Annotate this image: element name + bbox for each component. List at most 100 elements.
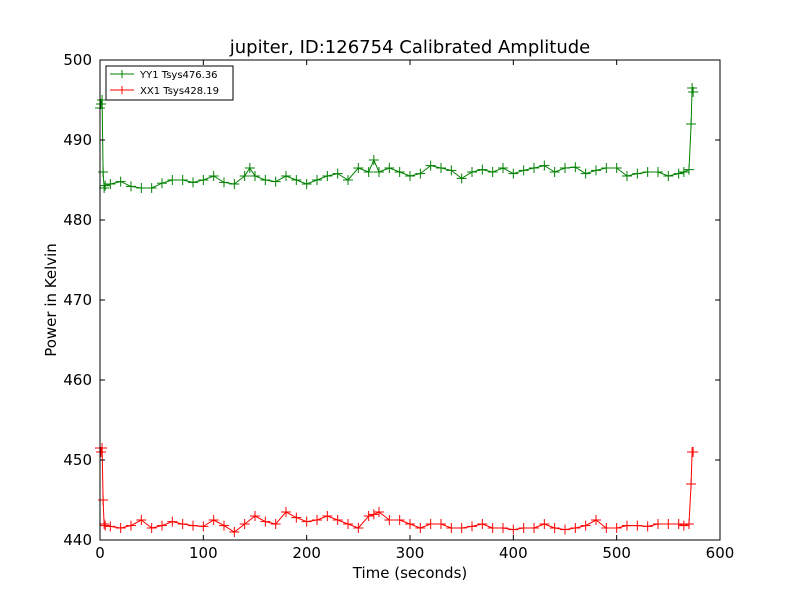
data-point	[146, 523, 157, 533]
data-point	[96, 99, 107, 109]
data-point	[100, 520, 111, 531]
x-axis-label: Time (seconds)	[352, 564, 468, 582]
data-point	[97, 443, 108, 453]
data-point	[332, 168, 343, 179]
data-point	[368, 155, 379, 165]
data-point	[136, 183, 147, 193]
data-point	[250, 171, 260, 181]
data-point	[343, 175, 353, 185]
data-point	[312, 175, 322, 185]
data-point	[570, 162, 581, 173]
data-point	[632, 168, 643, 179]
x-tick-label: 200	[292, 544, 321, 562]
data-point	[260, 516, 271, 527]
data-point	[198, 521, 209, 532]
data-point	[363, 511, 374, 521]
data-point	[508, 524, 519, 535]
data-point	[146, 183, 157, 193]
data-point	[477, 164, 488, 175]
x-tick-label: 600	[706, 544, 735, 562]
data-point	[415, 523, 426, 533]
y-tick-label: 490	[63, 131, 92, 149]
data-point	[560, 163, 570, 173]
data-point	[374, 507, 384, 517]
data-point	[394, 515, 405, 525]
chart-title: jupiter, ID:126754 Calibrated Amplitude	[229, 37, 590, 58]
data-point	[322, 511, 333, 521]
data-point	[126, 181, 136, 192]
data-point	[446, 165, 457, 176]
data-point	[508, 168, 519, 179]
data-point	[622, 520, 632, 531]
data-point	[560, 524, 570, 535]
data-point	[456, 523, 467, 533]
series-0	[95, 83, 699, 193]
y-axis-label: Power in Kelvin	[42, 243, 60, 357]
data-point	[591, 515, 601, 525]
data-point	[487, 167, 498, 177]
data-point	[688, 87, 699, 97]
data-point	[686, 479, 697, 489]
data-point	[684, 164, 694, 175]
data-point	[642, 167, 653, 177]
x-tick-label: 500	[602, 544, 631, 562]
data-point	[384, 163, 395, 173]
data-point	[549, 167, 560, 177]
data-point	[518, 165, 529, 176]
data-point	[208, 171, 219, 181]
y-tick-label: 480	[63, 211, 92, 229]
data-point	[446, 523, 457, 533]
data-point	[270, 176, 281, 187]
legend-entries: YY1 Tsys476.36 XX1 Tsys428.19	[110, 70, 219, 97]
data-point	[570, 523, 581, 533]
legend-label: XX1 Tsys428.19	[140, 86, 219, 97]
data-point	[686, 119, 697, 129]
y-tick-label: 450	[63, 451, 92, 469]
data-point	[591, 165, 601, 176]
data-point	[219, 177, 229, 188]
data-point	[687, 83, 698, 93]
data-point	[611, 523, 622, 533]
data-point	[239, 519, 250, 529]
data-point	[136, 515, 147, 525]
data-point	[425, 160, 436, 171]
legend-box	[105, 65, 234, 101]
data-point	[167, 175, 178, 185]
data-point	[688, 447, 699, 457]
data-point	[436, 519, 446, 529]
tick-layer: 0 100 200 300 400 500 600 440 450 460 470 480 490 500	[63, 51, 734, 562]
x-tick-label: 0	[95, 544, 105, 562]
data-point	[632, 520, 643, 531]
data-point	[580, 520, 591, 531]
data-point	[208, 515, 219, 525]
data-point	[301, 179, 312, 189]
data-point	[312, 515, 322, 525]
data-point	[405, 171, 415, 181]
data-point	[653, 519, 663, 529]
data-point	[105, 179, 116, 189]
data-point	[99, 183, 110, 193]
data-point	[622, 171, 632, 181]
data-point	[177, 175, 188, 185]
x-tick-label: 300	[396, 544, 425, 562]
legend-label: YY1 Tsys476.36	[139, 70, 218, 81]
data-point	[498, 163, 508, 173]
data-point	[115, 523, 126, 533]
data-point	[653, 167, 663, 177]
data-point	[353, 523, 364, 533]
data-point	[405, 519, 415, 529]
data-point	[100, 180, 111, 191]
data-point	[157, 520, 167, 531]
data-point	[332, 515, 343, 525]
data-point	[115, 176, 126, 187]
data-point	[374, 167, 384, 177]
legend-entry: XX1 Tsys428.19	[110, 86, 219, 97]
plot-area	[100, 60, 720, 540]
x-tick-label: 100	[189, 544, 218, 562]
data-point	[539, 519, 550, 529]
data-point	[244, 163, 255, 173]
data-point	[157, 178, 167, 189]
data-point	[260, 175, 271, 185]
data-point	[549, 523, 560, 533]
